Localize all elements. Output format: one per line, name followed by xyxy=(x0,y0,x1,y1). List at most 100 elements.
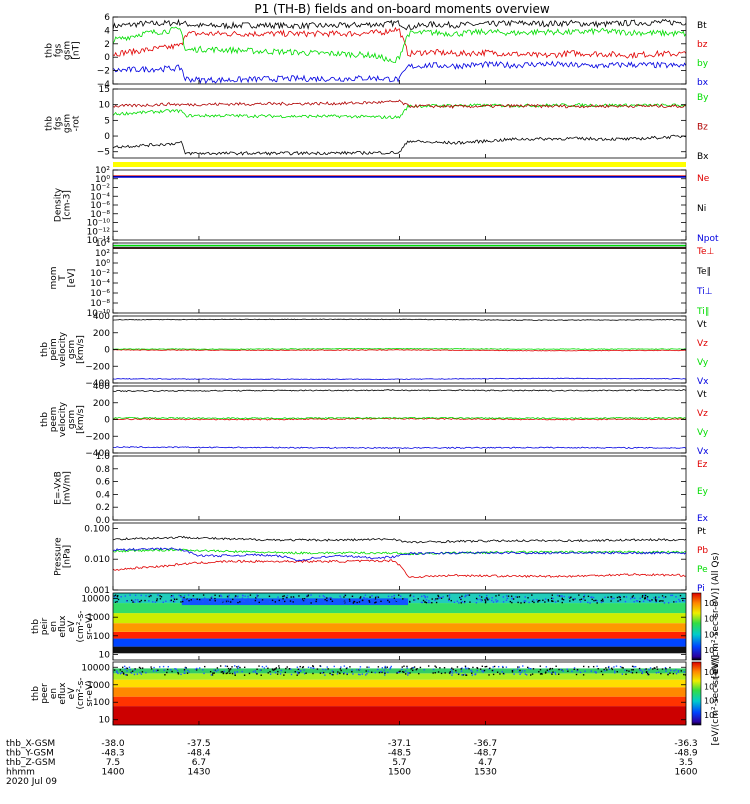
spec-speckle xyxy=(346,673,348,676)
spec-speckle xyxy=(607,596,609,598)
panel-peer-spec: 10⁸ 10⁶ 10⁴ 10²[eV/(cm²-sec-sr-eV)] 10000 100… xyxy=(31,655,721,746)
spec-speckle xyxy=(608,665,610,668)
spec-speckle xyxy=(269,673,272,675)
y-axis-label-line: en xyxy=(49,621,59,632)
spec-speckle xyxy=(573,667,576,669)
legend-entry: Vz xyxy=(697,409,708,419)
legend-entry: Vt xyxy=(697,320,707,330)
spec-speckle xyxy=(274,601,277,603)
spec-speckle xyxy=(532,668,535,670)
series-line xyxy=(113,134,686,156)
colorbar-tick-label: 10⁴ xyxy=(704,630,717,639)
x-tick-label: -37.1 xyxy=(388,739,411,749)
spec-speckle xyxy=(259,669,262,671)
spec-speckle xyxy=(353,600,355,603)
spec-speckle xyxy=(663,602,666,604)
y-tick-label: 10000 xyxy=(81,595,110,605)
spec-speckle xyxy=(121,672,123,674)
spec-speckle xyxy=(303,598,305,601)
spec-speckle xyxy=(492,601,495,603)
spec-speckle xyxy=(583,665,585,668)
spec-speckle xyxy=(442,596,444,598)
series-line xyxy=(113,389,686,393)
spec-speckle xyxy=(271,668,274,670)
panel-peim-velocity: Vt Vz Vy Vx −400 −200 0 200 400 thb peim velocity gs… xyxy=(40,312,709,389)
spec-speckle xyxy=(362,596,365,599)
spec-speckle xyxy=(153,666,155,669)
spec-speckle xyxy=(594,671,596,673)
spec-speckle xyxy=(130,672,133,674)
spec-speckle xyxy=(134,601,136,603)
spec-speckle xyxy=(312,672,314,675)
spec-speckle xyxy=(554,673,557,675)
spec-speckle xyxy=(547,670,550,672)
spec-speckle xyxy=(675,669,677,671)
spec-speckle xyxy=(218,595,221,597)
spec-speckle xyxy=(220,598,222,600)
spec-speckle xyxy=(624,669,626,671)
spec-speckle xyxy=(331,670,334,672)
y-tick-label: 10⁻² xyxy=(90,269,110,279)
x-tick-label: 4.7 xyxy=(478,758,492,768)
spec-speckle xyxy=(141,671,144,673)
spec-speckle xyxy=(296,666,299,668)
spec-speckle xyxy=(183,596,185,599)
spec-speckle xyxy=(495,601,498,603)
spec-speckle xyxy=(123,665,126,668)
y-tick-label: 10 xyxy=(99,716,111,726)
spec-speckle xyxy=(271,599,274,602)
spec-speckle xyxy=(289,600,292,602)
spec-speckle xyxy=(501,671,503,673)
legend-entry: Vx xyxy=(697,377,709,387)
spec-speckle xyxy=(211,596,213,598)
spec-speckle xyxy=(359,666,362,668)
spec-speckle xyxy=(485,594,488,597)
spec-speckle xyxy=(377,668,379,671)
spec-speckle xyxy=(425,599,428,601)
spec-speckle xyxy=(656,668,659,670)
spec-speckle xyxy=(139,667,142,669)
spec-speckle xyxy=(243,600,246,603)
series-line xyxy=(113,60,686,84)
y-tick-label: 4 xyxy=(104,26,110,36)
spec-band xyxy=(113,613,686,624)
spec-speckle xyxy=(332,598,335,601)
spec-speckle xyxy=(484,597,487,599)
spec-speckle xyxy=(524,673,527,675)
spec-speckle xyxy=(409,672,411,674)
y-tick-label: 15 xyxy=(99,85,110,95)
spec-speckle xyxy=(664,667,667,669)
spec-speckle xyxy=(145,672,147,674)
spec-speckle xyxy=(134,594,137,597)
spec-speckle xyxy=(126,667,128,670)
spec-speckle xyxy=(313,667,315,669)
spec-speckle xyxy=(544,672,547,674)
spec-speckle xyxy=(319,665,321,667)
spec-speckle xyxy=(150,595,152,597)
panel-fgs: Bt bz by bx −4 −2 0 2 4 6 thb fgs gsm [nT] xyxy=(45,13,709,90)
spec-speckle xyxy=(330,598,332,600)
spec-speckle xyxy=(276,673,279,675)
spec-speckle xyxy=(434,665,436,667)
y-axis-label-line: T xyxy=(58,275,68,282)
spec-speckle xyxy=(247,595,249,598)
spec-speckle xyxy=(298,595,300,597)
spec-speckle xyxy=(541,673,543,675)
y-axis-label-line: thb xyxy=(40,342,50,357)
spec-speckle xyxy=(597,668,599,670)
spec-speckle xyxy=(448,594,451,596)
spec-speckle xyxy=(532,599,535,601)
spec-speckle xyxy=(539,668,542,671)
spec-speckle xyxy=(216,667,219,669)
spec-speckle xyxy=(356,669,358,671)
spec-speckle xyxy=(175,668,178,670)
spec-speckle xyxy=(610,600,612,602)
spec-speckle xyxy=(340,666,342,668)
colorbar-tick-label: 10² xyxy=(704,711,717,720)
spec-speckle xyxy=(332,674,334,676)
spec-speckle xyxy=(274,671,277,674)
spec-speckle xyxy=(368,601,371,603)
spec-speckle xyxy=(157,594,159,596)
spec-speckle xyxy=(229,668,232,670)
spec-speckle xyxy=(323,596,326,598)
